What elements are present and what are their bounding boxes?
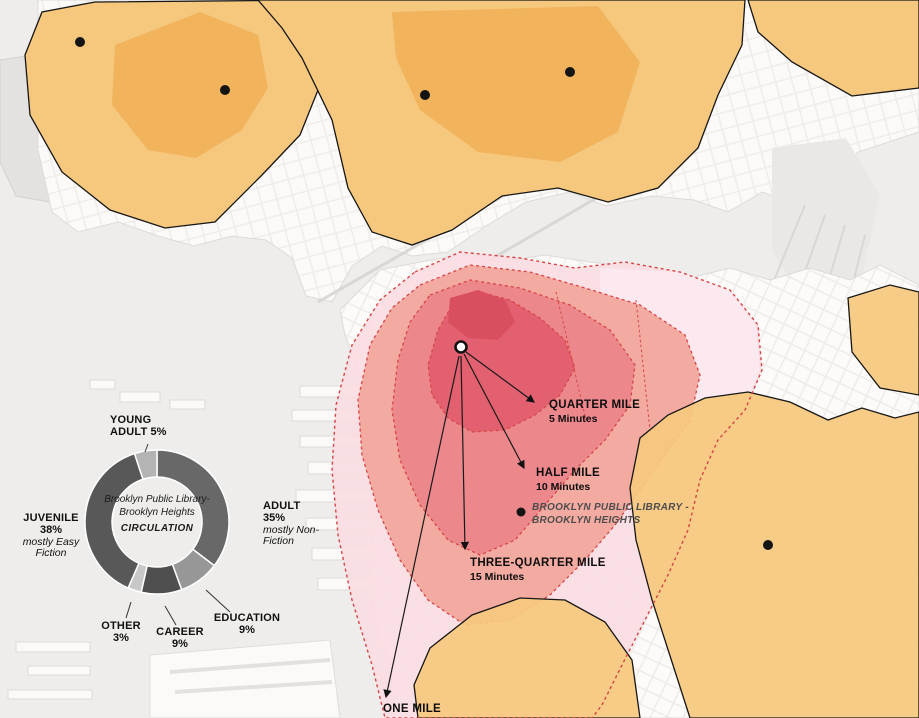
service-areas-north-cores <box>112 6 640 162</box>
tract-lines <box>555 291 651 431</box>
donut-center-caption: CIRCULATION <box>120 523 194 534</box>
donut-label-young-adult: YOUNG ADULT 5% <box>110 414 167 439</box>
library-dot <box>420 90 430 100</box>
central-library-marker <box>454 340 468 354</box>
zone-one-mile-border <box>331 251 763 718</box>
library-dot <box>75 37 85 47</box>
library-dot <box>220 85 230 95</box>
library-dots <box>75 37 773 550</box>
library-dot <box>763 540 773 550</box>
distance-lines <box>383 351 535 699</box>
water-inlet <box>772 138 880 298</box>
donut-label-juvenile: JUVENILE 38% mostly Easy Fiction <box>22 512 80 560</box>
service-area-ne <box>747 0 919 97</box>
three-quarter-mile-subtitle: 15 Minutes <box>470 571 525 584</box>
label-quarter-mile: QUARTER MILE 5 Minutes <box>549 399 640 425</box>
donut-label-career: CAREER 9% <box>156 626 204 651</box>
service-area-s <box>413 597 641 718</box>
donut-label-education: EDUCATION 9% <box>213 612 281 637</box>
half-mile-title: HALF MILE <box>536 467 601 479</box>
label-half-mile: HALF MILE 10 Minutes <box>536 467 600 493</box>
service-area-nw-core <box>112 12 268 158</box>
label-one-mile: ONE MILE <box>383 703 441 716</box>
quarter-mile-subtitle: 5 Minutes <box>549 413 598 426</box>
zone-quarter-mile-core <box>448 290 515 340</box>
donut-center-title: Brooklyn Public Library- Brooklyn Height… <box>104 494 210 518</box>
service-area-n-core <box>392 6 640 162</box>
three-quarter-mile-title: THREE-QUARTER MILE <box>470 557 606 569</box>
donut-label-adult: ADULT 35% mostly Non-Fiction <box>263 500 320 548</box>
one-mile-title: ONE MILE <box>383 703 441 715</box>
label-brooklyn-heights-library: BROOKLYN PUBLIC LIBRARY - BROOKLYN HEIGH… <box>532 502 689 526</box>
half-mile-subtitle: 10 Minutes <box>536 481 591 494</box>
donut-segment-adult <box>156 449 230 567</box>
brooklyn-heights-library-dot <box>516 507 526 517</box>
circulation-donut-chart <box>84 449 230 595</box>
pier-field <box>149 639 341 718</box>
service-area-e <box>847 284 919 396</box>
donut-segment-juvenile <box>84 452 144 589</box>
pier-slits <box>169 658 333 694</box>
donut-leader-lines <box>125 443 231 626</box>
label-three-quarter-mile: THREE-QUARTER MILE 15 Minutes <box>470 557 606 583</box>
donut-label-other: OTHER 3% <box>101 620 141 645</box>
donut-center-label: Brooklyn Public Library- Brooklyn Height… <box>97 493 217 535</box>
library-dot <box>565 67 575 77</box>
donut-segment-young-adult <box>133 449 158 481</box>
piers-bottomleft <box>7 641 93 700</box>
quarter-mile-title: QUARTER MILE <box>549 399 641 411</box>
